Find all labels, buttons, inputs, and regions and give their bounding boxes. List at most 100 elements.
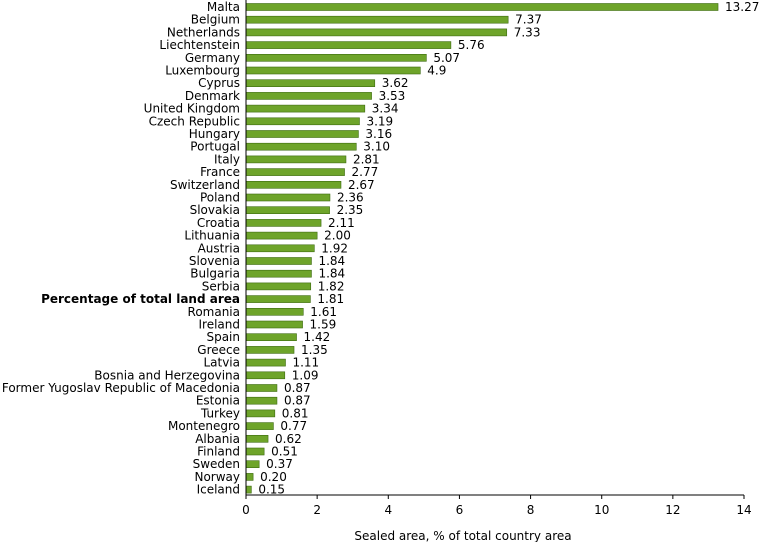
bar-malta (245, 3, 719, 11)
category-label-slovenia: Slovenia (189, 254, 240, 268)
bar-spain (245, 333, 297, 342)
category-label-percentage-of-total-land-area: Percentage of total land area (41, 292, 240, 306)
category-label-austria: Austria (198, 241, 240, 255)
category-label-croatia: Croatia (197, 216, 240, 230)
category-label-bosnia-and-herzegovina: Bosnia and Herzegovina (94, 368, 240, 382)
value-label-liechtenstein: 5.76 (458, 38, 485, 52)
category-label-netherlands: Netherlands (167, 25, 240, 39)
category-label-spain: Spain (206, 330, 240, 344)
value-label-cyprus: 3.62 (382, 76, 409, 90)
bar-germany (245, 53, 427, 62)
bar-serbia (245, 282, 312, 291)
bar-ireland (245, 320, 303, 329)
category-label-cyprus: Cyprus (198, 76, 240, 90)
bars-layer (245, 3, 719, 494)
x-tick-label-12: 12 (665, 503, 680, 517)
bar-netherlands (245, 28, 508, 37)
category-label-finland: Finland (197, 445, 240, 459)
bar-sweden (245, 460, 260, 469)
category-label-hungary: Hungary (189, 127, 240, 141)
category-label-portugal: Portugal (190, 140, 240, 154)
category-label-former-yugoslav-republic-of-macedonia: Former Yugoslav Republic of Macedonia (2, 381, 240, 395)
bar-albania (245, 434, 269, 443)
bar-poland (245, 193, 331, 202)
value-label-lithuania: 2.00 (324, 229, 351, 243)
value-label-croatia: 2.11 (328, 216, 355, 230)
bar-belgium (245, 15, 509, 24)
value-label-bulgaria: 1.84 (318, 267, 345, 281)
x-tick-label-6: 6 (456, 503, 464, 517)
bar-montenegro (245, 422, 274, 430)
value-label-iceland: 0.15 (258, 483, 285, 497)
bar-estonia (245, 396, 278, 405)
bar-luxembourg (245, 66, 421, 75)
bar-italy (245, 155, 347, 164)
bar-bulgaria (245, 269, 312, 278)
category-label-latvia: Latvia (203, 356, 240, 370)
bar-greece (245, 346, 295, 354)
category-label-ireland: Ireland (198, 318, 240, 332)
bar-czech-republic (245, 117, 360, 126)
value-label-spain: 1.42 (304, 330, 331, 344)
category-label-switzerland: Switzerland (170, 178, 240, 192)
category-label-greece: Greece (197, 343, 240, 357)
bar-romania (245, 307, 304, 316)
bar-portugal (245, 142, 357, 151)
value-label-norway: 0.20 (260, 470, 287, 484)
category-label-belgium: Belgium (191, 13, 240, 27)
value-label-ireland: 1.59 (310, 318, 337, 332)
value-label-percentage-of-total-land-area: 1.81 (317, 292, 344, 306)
category-label-liechtenstein: Liechtenstein (159, 38, 240, 52)
value-label-albania: 0.62 (275, 432, 302, 446)
value-label-denmark: 3.53 (379, 89, 406, 103)
value-label-switzerland: 2.67 (348, 178, 375, 192)
bar-percentage-of-total-land-area (245, 295, 311, 303)
bar-turkey (245, 409, 276, 418)
value-label-turkey: 0.81 (282, 406, 309, 420)
category-label-czech-republic: Czech Republic (149, 114, 240, 128)
x-tick-label-0: 0 (242, 503, 250, 517)
value-label-serbia: 1.82 (318, 279, 345, 293)
value-label-estonia: 0.87 (284, 394, 311, 408)
x-axis: 0 2 4 6 8 10 12 14 (242, 0, 752, 517)
category-label-serbia: Serbia (202, 279, 240, 293)
bar-switzerland (245, 181, 342, 189)
value-label-hungary: 3.16 (365, 127, 392, 141)
x-tick-label-8: 8 (527, 503, 535, 517)
value-label-germany: 5.07 (433, 51, 460, 65)
bar-iceland (245, 485, 252, 494)
category-label-albania: Albania (195, 432, 240, 446)
category-label-turkey: Turkey (200, 406, 240, 420)
category-label-italy: Italy (214, 152, 240, 166)
value-label-latvia: 1.11 (292, 356, 319, 370)
value-label-netherlands: 7.33 (514, 25, 541, 39)
category-label-bulgaria: Bulgaria (190, 267, 240, 281)
x-tick-label-4: 4 (384, 503, 392, 517)
bar-bosnia-and-herzegovina (245, 371, 286, 380)
value-label-portugal: 3.10 (363, 140, 390, 154)
category-label-united-kingdom: United Kingdom (144, 102, 240, 116)
bar-latvia (245, 358, 286, 367)
bar-former-yugoslav-republic-of-macedonia (245, 384, 278, 392)
value-labels: 13.27 7.377.33 5.765.074.9 3.623.533.343.19… (258, 0, 759, 497)
category-label-denmark: Denmark (185, 89, 240, 103)
category-label-poland: Poland (200, 191, 240, 205)
value-label-austria: 1.92 (321, 241, 348, 255)
bar-austria (245, 244, 315, 253)
category-label-montenegro: Montenegro (168, 419, 240, 433)
value-label-slovenia: 1.84 (318, 254, 345, 268)
value-label-italy: 2.81 (353, 152, 380, 166)
category-label-iceland: Iceland (197, 483, 240, 497)
x-tick-label-2: 2 (313, 503, 321, 517)
category-label-sweden: Sweden (193, 457, 240, 471)
value-label-greece: 1.35 (301, 343, 328, 357)
category-label-estonia: Estonia (196, 394, 240, 408)
category-label-luxembourg: Luxembourg (165, 64, 240, 78)
category-label-norway: Norway (194, 470, 240, 484)
x-tick-label-10: 10 (594, 503, 609, 517)
value-label-czech-republic: 3.19 (366, 114, 393, 128)
bar-croatia (245, 219, 322, 227)
category-label-france: France (200, 165, 240, 179)
category-labels: MaltaBelgiumNetherlandsLiechtensteinGerm… (2, 0, 240, 497)
